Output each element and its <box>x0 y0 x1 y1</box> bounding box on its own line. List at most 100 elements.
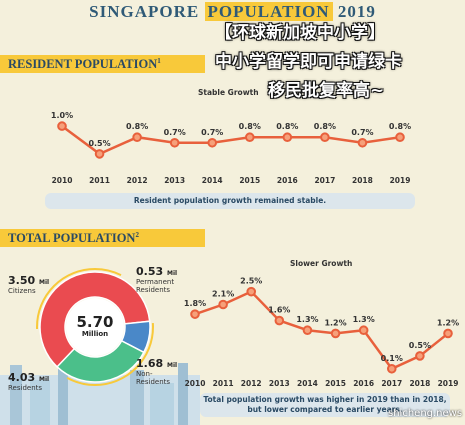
residents-label: Residents <box>8 384 43 392</box>
chart1-data-label: 0.8% <box>126 122 148 131</box>
donut-unit: Million <box>81 330 109 338</box>
chart1-tick-label: 2016 <box>277 176 298 185</box>
chart1-tick-label: 2011 <box>89 176 110 185</box>
section2-ref: 2 <box>135 231 139 239</box>
donut-slice-nonres <box>56 339 145 383</box>
page-title: SINGAPORE POPULATION 2019 <box>0 2 465 22</box>
chart1-data-label: 0.8% <box>276 122 298 131</box>
chart1-point <box>357 137 368 148</box>
donut-total: 5.70 <box>76 313 114 331</box>
chart2-note: Total population growth was higher in 20… <box>200 393 450 417</box>
chart1-point <box>244 132 255 143</box>
chart2-note-line1: Total population growth was higher in 20… <box>203 395 447 404</box>
chart1-tick-label: 2015 <box>239 176 260 185</box>
chart1-data-label: 1.0% <box>51 111 73 120</box>
chart1-tick-label: 2019 <box>390 176 411 185</box>
chart2-data-label: 0.1% <box>381 354 403 363</box>
citizens-unit: Mil <box>38 279 50 286</box>
section2-banner <box>0 229 205 247</box>
pr-label1: Permanent <box>136 278 175 286</box>
section1-title: RESIDENT POPULATION1 <box>8 57 161 72</box>
residents-unit: Mil <box>38 376 50 383</box>
chart2-data-label: 1.6% <box>268 306 290 315</box>
chart2-data-label: 1.8% <box>184 299 206 308</box>
chart2-point <box>386 363 397 374</box>
chart2-title: Slower Growth <box>290 259 353 268</box>
residents-arc <box>36 268 154 386</box>
watermark: shicheng.news <box>388 408 463 419</box>
chart1-data-label: 0.7% <box>351 128 373 137</box>
section2-title: TOTAL POPULATION2 <box>8 231 139 246</box>
chart2-tick-label: 2018 <box>409 379 430 388</box>
chart2-point <box>443 328 453 339</box>
chart2-point <box>415 351 425 361</box>
citizens-value: 3.50 <box>8 274 36 287</box>
chart1-svg: 1.0% 2010 0.5% 2011 0.8% 2012 0.7% 2013 0.7% 2014… <box>51 111 411 185</box>
chart1-tick-label: 2010 <box>52 176 73 185</box>
title-part-c: 2019 <box>337 2 376 21</box>
chart2-data-label: 2.5% <box>240 277 262 286</box>
chart1-data-label: 0.7% <box>201 128 223 137</box>
chart2-data-label: 1.3% <box>353 315 375 324</box>
chart2-point <box>302 325 313 336</box>
pr-value: 0.53 <box>136 265 164 278</box>
chart2-data-label: 1.2% <box>324 318 346 327</box>
nonres-value: 1.68 <box>136 357 164 370</box>
chart2-note-line2: but lower compared to earlier years. <box>247 405 403 414</box>
section1-banner <box>0 55 205 73</box>
section1-title-text: RESIDENT POPULATION <box>8 57 158 72</box>
overlay-line1: 【环球新加坡中小学】 <box>215 23 385 43</box>
donut-chart <box>36 268 154 386</box>
chart2-tick-label: 2015 <box>325 379 346 388</box>
citizens-label: Citizens <box>8 287 36 295</box>
chart2-series-line <box>194 290 449 371</box>
chart1-point <box>282 132 293 143</box>
chart1-point <box>207 137 218 148</box>
chart1-point <box>320 132 330 143</box>
chart1-point <box>132 132 142 143</box>
title-part-b: POPULATION <box>204 2 333 21</box>
chart2-point <box>274 315 285 326</box>
chart2-tick-label: 2012 <box>241 379 262 388</box>
residents-value: 4.03 <box>8 371 36 384</box>
chart2-point <box>190 309 200 319</box>
skyline-illustration <box>0 360 200 425</box>
chart1-data-label: 0.8% <box>389 122 411 131</box>
section1-ref: 1 <box>157 57 161 65</box>
legend-pr: 0.53 Mil Permanent Residents <box>136 265 177 294</box>
nonres-label1: Non- <box>136 370 153 378</box>
overlay-line3: 移民批复率高~ <box>268 81 385 101</box>
title-part-a: SINGAPORE <box>89 2 200 21</box>
chart1-point <box>395 132 405 143</box>
donut-center: 5.70 Million <box>66 314 124 338</box>
chart2-point <box>246 286 257 297</box>
legend-nonres: 1.68 Mil Non- Residents <box>136 357 177 386</box>
nonres-unit: Mil <box>166 362 178 369</box>
chart1-data-label: 0.8% <box>239 122 261 131</box>
chart1-tick-label: 2013 <box>164 176 185 185</box>
donut-slice-citizens <box>39 271 151 369</box>
chart2-tick-label: 2013 <box>269 379 290 388</box>
chart1-note: Resident population growth remained stab… <box>45 193 415 209</box>
chart1-point <box>169 137 180 148</box>
chart2-tick-label: 2014 <box>297 379 318 388</box>
chart1-title: Stable Growth <box>198 88 259 97</box>
chart1-data-label: 0.8% <box>314 122 336 131</box>
chart2-data-label: 1.2% <box>437 318 459 327</box>
chart1-tick-label: 2017 <box>314 176 335 185</box>
legend-residents: 4.03 Mil Residents <box>8 371 49 392</box>
chart1-point <box>57 121 67 131</box>
legend-citizens: 3.50 Mil Citizens <box>8 274 49 295</box>
chart2-tick-label: 2017 <box>381 379 402 388</box>
chart1-data-label: 0.5% <box>88 139 110 148</box>
chart2-point <box>218 299 228 310</box>
chart2-point <box>358 325 369 336</box>
chart2-data-label: 0.5% <box>409 341 431 350</box>
chart2-tick-label: 2011 <box>213 379 234 388</box>
chart2-svg: 1.8% 2010 2.1% 2011 2.5% 2012 1.6% 2013 1.3% 2014… <box>184 277 459 388</box>
chart2-data-label: 2.1% <box>212 290 234 299</box>
chart2-tick-label: 2010 <box>185 379 206 388</box>
chart1-point <box>94 149 105 159</box>
chart2-tick-label: 2016 <box>353 379 374 388</box>
nonres-label2: Residents <box>136 378 171 386</box>
